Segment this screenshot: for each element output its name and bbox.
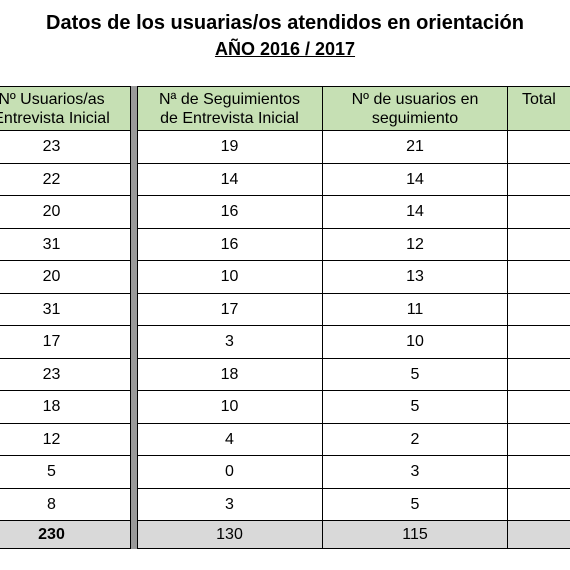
header-cell: Nº Usuarios/as Entrevista Inicial [0,87,131,131]
table-cell: 5 [323,358,508,391]
table-cell: 14 [323,196,508,229]
header-text: Entrevista Inicial [0,110,110,127]
table-cell: 20 [0,196,131,229]
header-text: seguimiento [371,110,459,127]
table-cell: 23 [0,131,131,164]
table-cell: 16 [137,228,323,261]
table-cell: 19 [137,131,323,164]
table-cell: 11 [323,293,508,326]
table-cell [508,294,570,326]
table-cell [508,326,570,359]
header-cell: Total [508,87,570,131]
header-text: de Entrevista Inicial [160,110,299,127]
total-cell: 130 [137,521,323,549]
table-cell [508,456,570,489]
table-top-border [0,86,570,87]
table-cell: 31 [0,293,131,326]
table-cell: 18 [137,358,323,391]
table-cell [508,489,570,521]
table-cell: 31 [0,228,131,261]
table-cell: 5 [0,456,131,489]
header-text: Nº Usuarios/as [0,91,105,108]
table-cell: 10 [137,261,323,294]
table-cell [508,424,570,456]
header-text: Nº de usuarios en [351,91,479,108]
table-cell [508,164,570,196]
table-cell: 21 [323,131,508,164]
table-cell: 3 [137,488,323,521]
table-cell: 4 [137,423,323,456]
total-cell: 230 [0,521,131,549]
header-text: Nª de Seguimientos [158,91,301,108]
table-cell [508,261,570,294]
table-cell [508,131,570,164]
table-cell: 5 [323,488,508,521]
table-cell: 10 [323,326,508,359]
table-cell: 2 [323,423,508,456]
table-cell: 17 [0,326,131,359]
table-cell: 14 [323,163,508,196]
table-cell [508,196,570,229]
table-cell [508,229,570,261]
table-cell: 0 [137,456,323,489]
table-cell: 13 [323,261,508,294]
header-cell: Nº de usuarios en seguimiento [323,87,508,131]
table-cell: 12 [0,423,131,456]
table-cell: 8 [0,488,131,521]
subtitle-text: AÑO 2016 / 2017 [214,39,356,59]
table-cell: 12 [323,228,508,261]
table-cell: 20 [0,261,131,294]
subtitle: AÑO 2016 / 2017 [0,39,570,60]
table-cell: 18 [0,391,131,424]
title: Datos de los usuarias/os atendidos en or… [46,12,524,34]
header-cell: Nª de Seguimientos de Entrevista Inicial [137,87,323,131]
table-cell: 16 [137,196,323,229]
header-text: Total [522,91,556,108]
table-cell: 14 [137,163,323,196]
table-cell: 10 [137,391,323,424]
table-cell: 3 [323,456,508,489]
total-cell [508,521,570,549]
total-cell: 115 [323,521,508,549]
table-cell: 23 [0,358,131,391]
table-cell: 22 [0,163,131,196]
table-cell: 3 [137,326,323,359]
table-cell: 5 [323,391,508,424]
table-cell [508,359,570,391]
column-divider [130,86,138,549]
table-cell: 17 [137,293,323,326]
table-cell [508,391,570,424]
